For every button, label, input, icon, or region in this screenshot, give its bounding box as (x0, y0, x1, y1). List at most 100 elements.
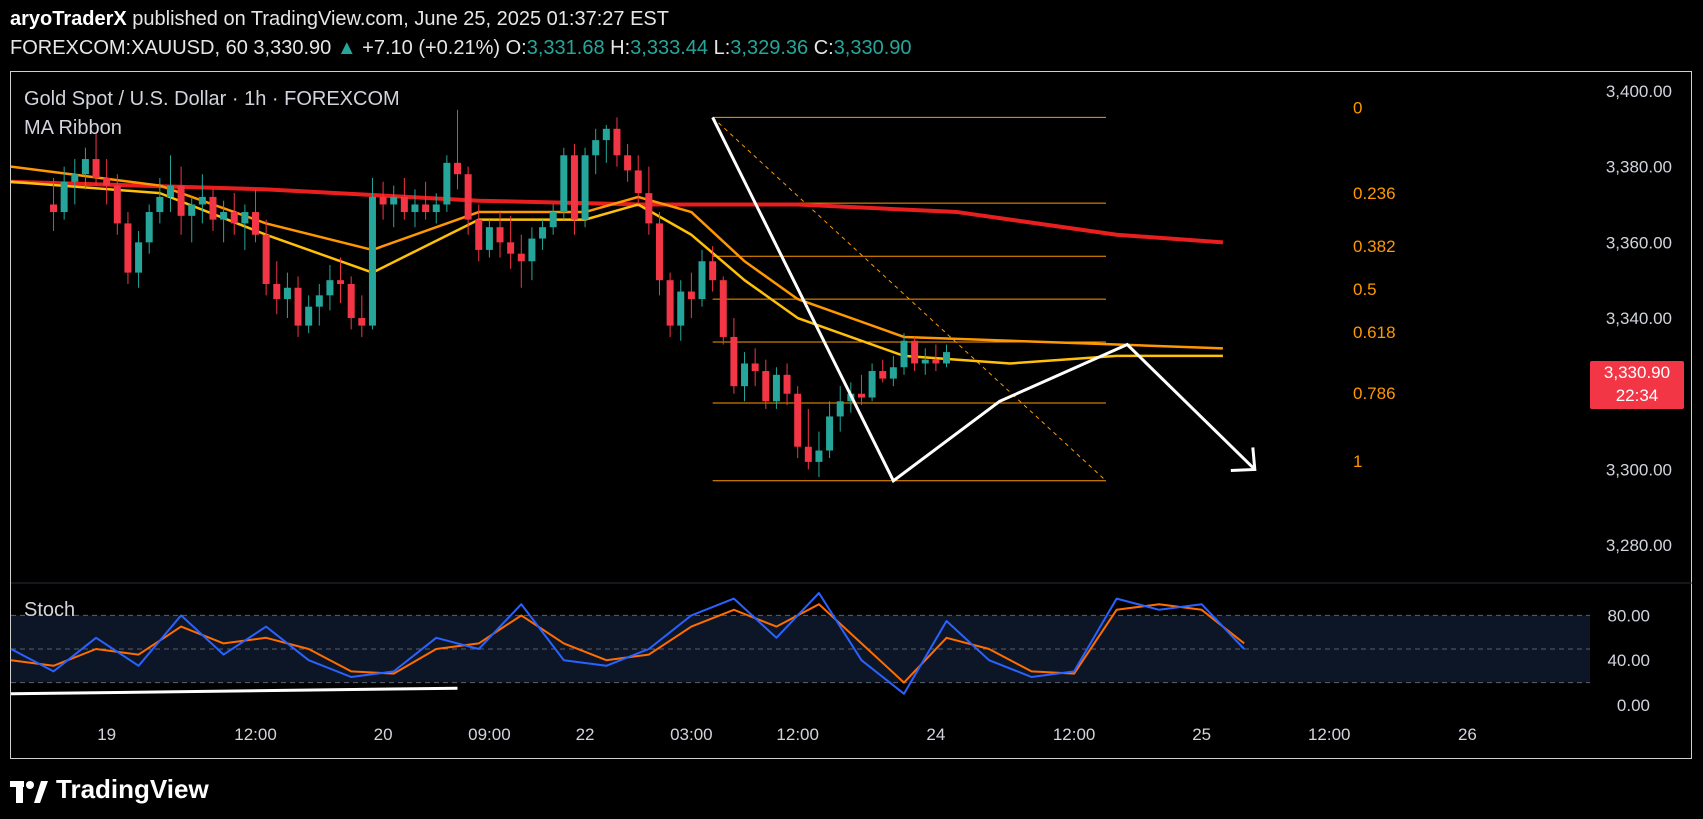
x-tick-label: 12:00 (776, 725, 819, 744)
candle-body (347, 283, 355, 319)
candle-body (549, 212, 557, 228)
candle-body (677, 291, 685, 326)
candle-body (539, 227, 547, 239)
x-tick-label: 12:00 (1308, 725, 1351, 744)
candle-body (900, 340, 908, 368)
down-arrow-icon (1230, 447, 1257, 472)
candle-body (60, 181, 68, 213)
fib-level-label: 0.382 (1353, 237, 1396, 256)
ma-line (10, 179, 1224, 245)
candle-body (698, 261, 706, 300)
candle-body (464, 174, 472, 220)
candle-body (634, 170, 642, 194)
candle-body (166, 185, 174, 197)
stoch-y-tick-label: 40.00 (1607, 651, 1650, 670)
fib-level-label: 0.618 (1353, 323, 1396, 342)
candle-body (804, 446, 812, 462)
candle-body (188, 204, 196, 216)
stoch-trendline (10, 686, 458, 696)
candle-body (71, 174, 79, 182)
author-name[interactable]: aryoTraderX (10, 8, 127, 30)
stoch-line-k (10, 592, 1245, 695)
y-tick-label: 3,300.00 (1606, 460, 1672, 479)
pattern-line (711, 116, 1256, 484)
publish-text: published on TradingView.com, June 25, 2… (126, 8, 669, 30)
candle-body (666, 280, 674, 326)
change-arrow-icon: ▲ (336, 37, 357, 59)
candle-body (921, 359, 929, 364)
candle-body (156, 196, 164, 213)
candle-body (613, 128, 621, 156)
symbol: FOREXCOM:XAUUSD, 60 (10, 37, 248, 59)
indicator-ma-ribbon[interactable]: MA Ribbon (24, 117, 122, 139)
change-value: +7.10 (+0.21%) (362, 37, 501, 59)
candle-body (337, 280, 345, 284)
price-badge-value: 3,330.90 (1603, 363, 1671, 382)
candle-body (124, 223, 132, 273)
fib-level-label: 0 (1353, 98, 1362, 117)
candle-body (209, 196, 217, 220)
y-tick-label: 3,360.00 (1606, 233, 1672, 252)
candle-body (624, 155, 632, 171)
candle-body (379, 196, 387, 205)
open-value: 3,331.68 (526, 37, 605, 59)
candle-body (220, 212, 228, 220)
indicator-stoch[interactable]: Stoch (24, 599, 76, 621)
candle-body (135, 242, 143, 273)
brand-name: TradingView (56, 774, 209, 804)
candle-body (879, 371, 887, 379)
candle-body (81, 159, 89, 175)
candle-body (443, 162, 451, 205)
candle-body (198, 196, 206, 205)
ma-line (10, 165, 1223, 350)
candle-body (230, 212, 238, 224)
y-tick-label: 3,280.00 (1606, 536, 1672, 555)
tradingview-logo[interactable]: TradingView (10, 774, 209, 805)
candle-body (719, 280, 727, 337)
candle-body (368, 196, 376, 326)
fib-level-label: 0.5 (1353, 280, 1377, 299)
candle-body (911, 340, 919, 364)
candle-body (475, 219, 483, 250)
candle-body (889, 367, 897, 379)
candle-body (507, 242, 515, 254)
x-tick-label: 25 (1192, 725, 1211, 744)
high-value: 3,333.44 (630, 37, 709, 59)
candle-body (762, 371, 770, 402)
candle-body (411, 204, 419, 213)
candle-body (794, 393, 802, 447)
x-tick-label: 03:00 (670, 725, 713, 744)
candle-body (932, 359, 940, 364)
x-tick-label: 26 (1458, 725, 1477, 744)
candle-body (560, 155, 568, 213)
high-label: H: (610, 37, 631, 59)
x-tick-label: 12:00 (234, 725, 277, 744)
x-tick-label: 19 (97, 725, 116, 744)
candle-body (517, 253, 525, 262)
candle-body (826, 416, 834, 451)
candle-body (570, 155, 578, 220)
x-tick-label: 09:00 (468, 725, 511, 744)
candle-body (655, 223, 663, 281)
candle-body (741, 363, 749, 387)
close-label: C: (813, 37, 834, 59)
candle-body (868, 371, 876, 398)
candle-body (709, 261, 717, 281)
candle-body (581, 155, 589, 220)
tradingview-mark-icon (10, 779, 48, 803)
x-tick-label: 12:00 (1053, 725, 1096, 744)
candle-body (453, 162, 461, 175)
candle-body (730, 336, 738, 387)
candle-body (273, 283, 281, 300)
candle-body (772, 374, 780, 402)
last-price: 3,330.90 (253, 37, 332, 59)
fib-level-label: 1 (1353, 452, 1362, 471)
candle-body (496, 227, 504, 243)
candle-body (645, 193, 653, 224)
candle-body (145, 212, 153, 243)
open-label: O: (505, 37, 527, 59)
candle-body (252, 212, 260, 235)
candle-body (836, 401, 844, 417)
candle-body (422, 204, 430, 213)
